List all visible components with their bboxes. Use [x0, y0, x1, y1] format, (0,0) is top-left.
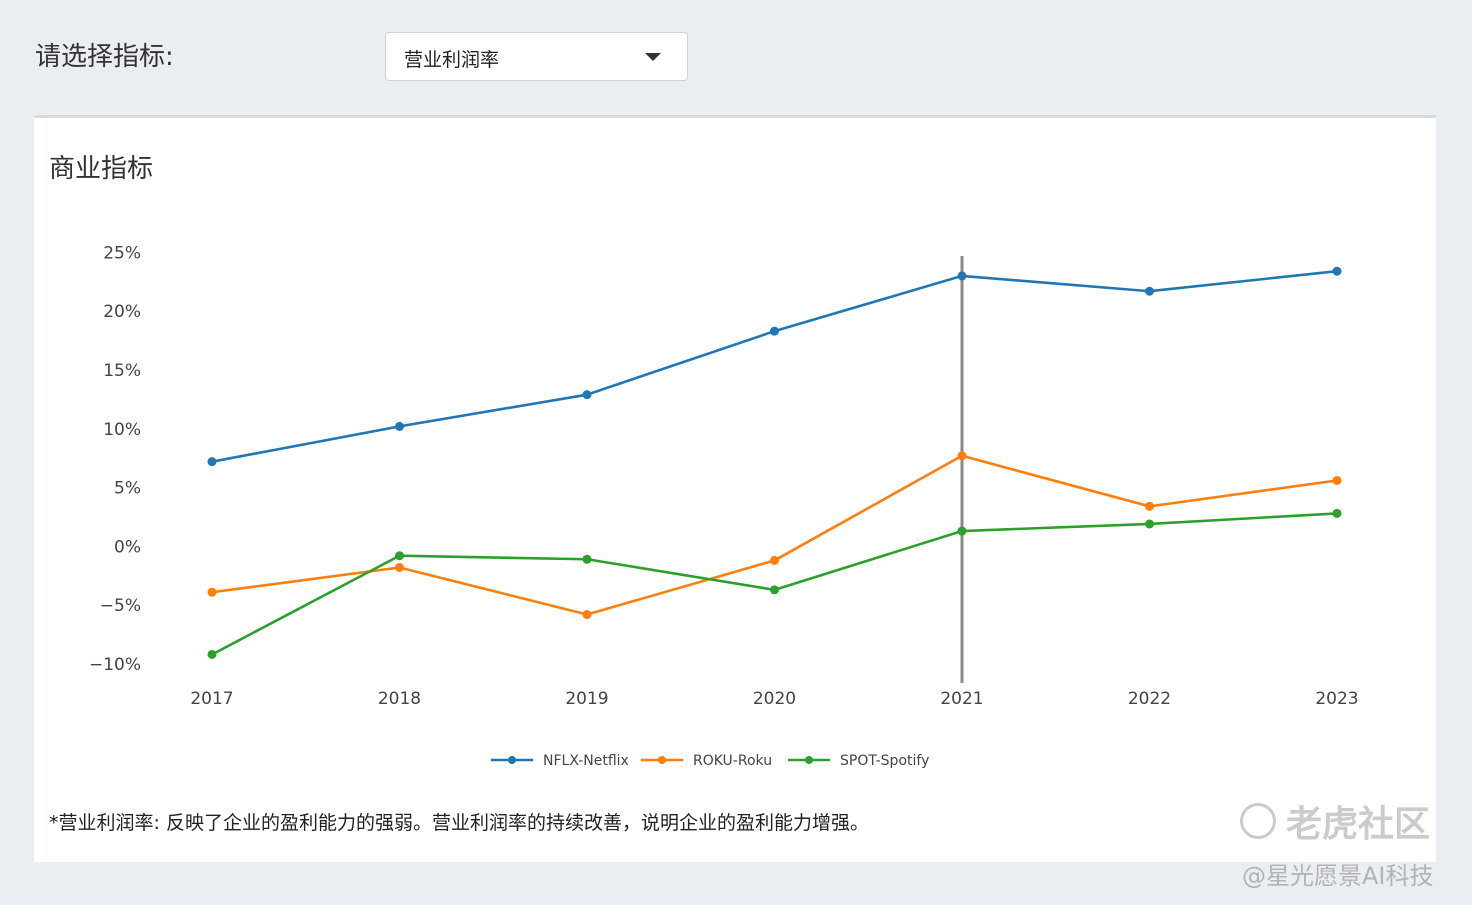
chart-card: 商业指标 −10% −5% 0% 5% 10% 15% 20% 25% 2017 2018 2019… — [34, 115, 1436, 862]
data-point — [395, 562, 404, 572]
watermark-text: 老虎社区 — [1286, 804, 1431, 845]
y-tick-label: 10% — [103, 420, 141, 440]
metric-selector-label: 请选择指标: — [35, 42, 174, 72]
data-point — [207, 457, 217, 467]
data-point — [1145, 286, 1154, 296]
legend-marker — [508, 756, 516, 764]
legend-marker — [805, 756, 813, 764]
metric-dropdown-value: 营业利润率 — [404, 49, 500, 71]
y-tick-label: 20% — [103, 302, 141, 322]
x-tick-label: 2018 — [378, 689, 421, 709]
metric-dropdown[interactable]: 营业利润率 — [385, 32, 688, 81]
data-point — [957, 271, 967, 281]
y-tick-label: −5% — [100, 596, 141, 616]
x-tick-label: 2017 — [190, 689, 233, 709]
data-point — [957, 526, 967, 536]
data-point — [582, 554, 592, 564]
x-tick-label: 2020 — [753, 689, 796, 709]
legend-marker — [658, 756, 666, 764]
y-tick-label: 0% — [114, 537, 141, 557]
y-tick-label: 25% — [103, 243, 141, 263]
x-tick-label: 2022 — [1128, 689, 1171, 709]
data-point — [1332, 266, 1342, 276]
y-tick-label: 5% — [114, 479, 141, 499]
data-point — [582, 390, 592, 400]
chevron-down-icon — [645, 53, 661, 61]
legend-label: NFLX-Netflix — [543, 753, 629, 769]
x-tick-label: 2023 — [1315, 689, 1358, 709]
data-point — [582, 610, 592, 620]
data-point — [957, 451, 967, 461]
series-line — [211, 512, 1338, 656]
metric-note: *营业利润率: 反映了企业的盈利能力的强弱。营业利润率的持续改善，说明企业的盈利… — [49, 812, 869, 834]
data-point — [770, 555, 779, 565]
y-tick-label: 15% — [103, 361, 141, 381]
data-point — [770, 585, 779, 595]
legend-label: ROKU-Roku — [693, 753, 772, 769]
line-chart: −10% −5% 0% 5% 10% 15% 20% 25% 2017 2018 2019 2020 2… — [89, 243, 1359, 769]
y-tick-label: −10% — [89, 655, 141, 675]
watermark-logo: 老虎社区 — [1240, 795, 1430, 847]
data-point — [1145, 519, 1154, 529]
data-point — [1332, 475, 1342, 485]
legend-label: SPOT-Spotify — [840, 753, 929, 769]
tiger-logo-icon — [1240, 803, 1276, 839]
data-point — [395, 551, 404, 561]
chart-card-title: 商业指标 — [49, 154, 154, 184]
series-line — [211, 269, 1338, 463]
x-tick-label: 2021 — [940, 689, 983, 709]
x-tick-label: 2019 — [565, 689, 608, 709]
watermark-handle: @星光愿景AI科技 — [1242, 862, 1434, 890]
data-point — [207, 587, 217, 597]
data-point — [1332, 508, 1342, 518]
data-point — [207, 649, 217, 659]
data-point — [395, 421, 404, 431]
data-point — [770, 326, 779, 336]
data-point — [1145, 501, 1154, 511]
